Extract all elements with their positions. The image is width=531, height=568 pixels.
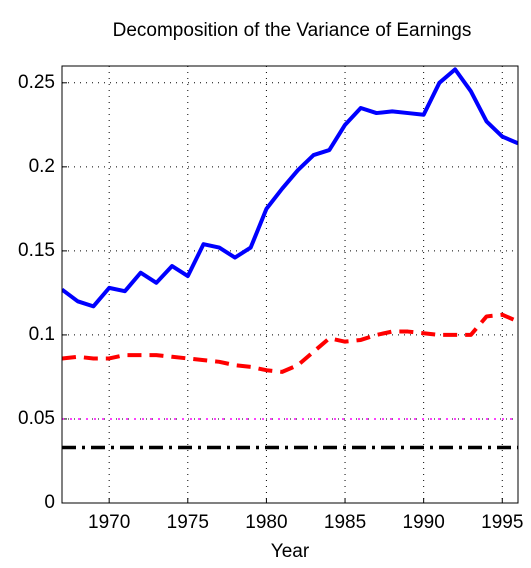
chart-title: Decomposition of the Variance of Earning…: [113, 20, 472, 41]
x-tick-label: 1995: [481, 512, 523, 533]
y-tick-label: 0.1: [29, 324, 55, 345]
y-tick-label: 0: [44, 492, 55, 513]
y-tick-label: 0.25: [18, 72, 55, 93]
x-tick-label: 1970: [88, 512, 130, 533]
y-tick-label: 0.15: [18, 240, 55, 261]
data-line: [62, 67, 518, 309]
x-tick-label: 1990: [403, 512, 445, 533]
y-tick-label: 0.05: [18, 408, 55, 429]
x-tick-label: 1985: [324, 512, 366, 533]
y-tick-label: 0.2: [29, 156, 55, 177]
x-tick-label: 1975: [167, 512, 209, 533]
plot-frame: [61, 65, 519, 504]
x-axis-label: Year: [271, 541, 310, 562]
x-tick-label: 1980: [245, 512, 287, 533]
data-line: [62, 312, 518, 374]
